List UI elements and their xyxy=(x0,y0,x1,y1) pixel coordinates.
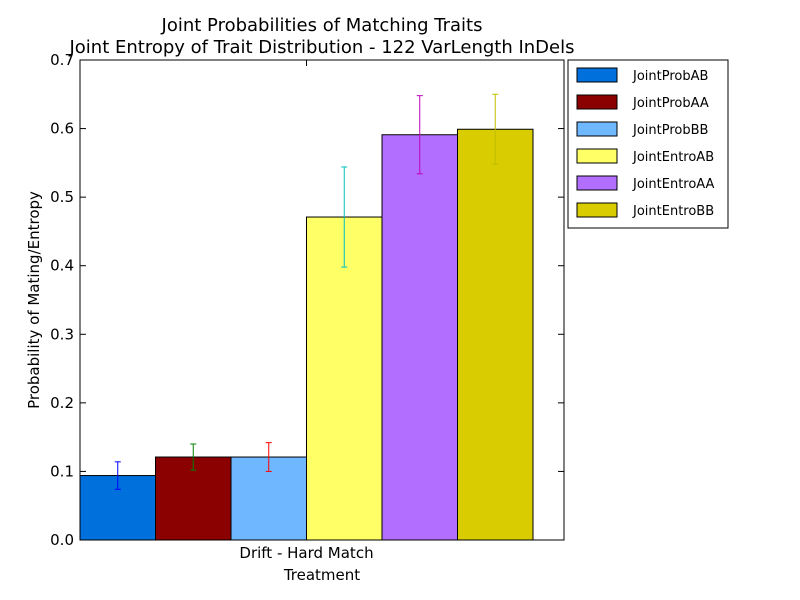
legend-swatch-JointEntroBB xyxy=(576,202,618,218)
legend-swatch-JointProbBB xyxy=(576,121,618,137)
plot-frame xyxy=(79,59,565,541)
y-tick-label: 0.3 xyxy=(50,325,74,343)
y-tick-label: 0.1 xyxy=(50,462,74,480)
legend-label-JointProbAB: JointProbAB xyxy=(632,69,708,84)
legend-swatch-JointProbAA xyxy=(576,94,618,110)
y-tick-label: 0.2 xyxy=(50,394,74,412)
legend: JointProbAB JointProbAA JointProbBB JointEn… xyxy=(567,59,729,229)
legend-label-JointProbAA: JointProbAA xyxy=(632,96,709,111)
bars-group xyxy=(79,128,534,541)
legend-frame xyxy=(567,59,729,229)
bar-JointProbAA xyxy=(155,456,232,541)
legend-swatch-JointProbAB xyxy=(576,67,618,83)
x-axis-label: Treatment xyxy=(283,566,360,584)
y-ticks-group: 0.0 0.1 0.2 0.3 0.4 0.5 0.6 0.7 xyxy=(50,51,564,549)
bar-JointEntroAB xyxy=(306,216,383,541)
error-bars-group xyxy=(114,93,499,490)
bar-JointEntroBB xyxy=(457,128,534,541)
bar-JointEntroAA xyxy=(381,134,458,541)
chart-title-line1: Joint Probabilities of Matching Traits xyxy=(161,15,483,36)
legend-label-JointProbBB: JointProbBB xyxy=(632,123,708,138)
y-tick-label: 0.0 xyxy=(50,531,74,549)
legend-label-JointEntroAB: JointEntroAB xyxy=(632,150,714,165)
chart-title-line2: Joint Entropy of Trait Distribution - 12… xyxy=(68,37,574,58)
x-ticks-group: Drift - Hard Match xyxy=(239,60,374,562)
legend-swatch-JointEntroAB xyxy=(576,148,618,164)
y-tick-label: 0.7 xyxy=(50,51,74,69)
legend-swatch-JointEntroAA xyxy=(576,175,618,191)
legend-label-JointEntroBB: JointEntroBB xyxy=(632,204,714,219)
y-tick-label: 0.6 xyxy=(50,120,74,138)
y-axis-label: Probability of Mating/Entropy xyxy=(25,191,43,409)
legend-label-JointEntroAA: JointEntroAA xyxy=(632,177,715,192)
y-tick-label: 0.5 xyxy=(50,188,74,206)
y-tick-label: 0.4 xyxy=(50,257,74,275)
x-tick-label: Drift - Hard Match xyxy=(239,544,373,562)
